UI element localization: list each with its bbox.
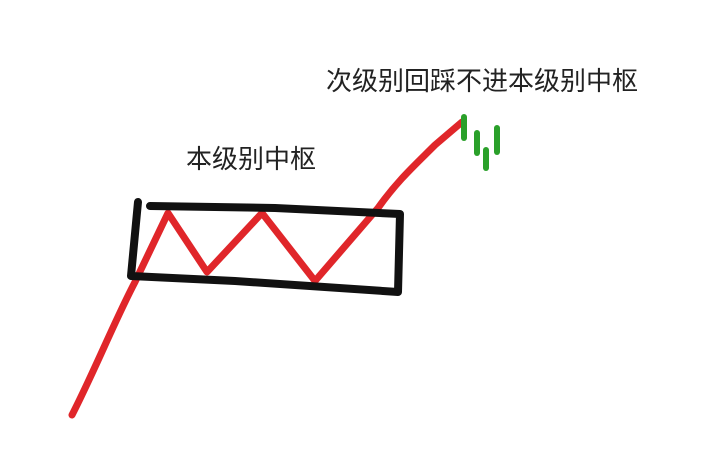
pullback-bars (461, 114, 500, 171)
pullback-note-label: 次级别回踩不进本级别中枢 (326, 67, 639, 97)
central-zone-label: 本级别中枢 (186, 145, 317, 175)
central-zone-box (127, 198, 404, 296)
price-path (68, 118, 466, 419)
